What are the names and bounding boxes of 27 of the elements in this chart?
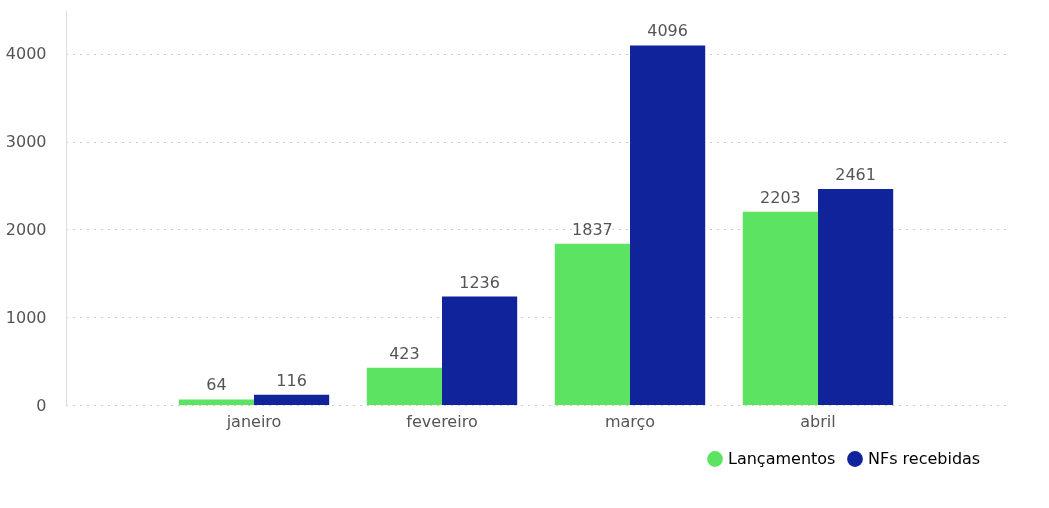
bar [818,188,894,405]
y-tick-label: 4000 [5,44,47,64]
bar [366,367,442,405]
data-label: 423 [389,343,420,363]
legend-label: Lançamentos [728,449,836,468]
y-tick-label: 2000 [5,219,47,239]
data-label: 4096 [647,21,688,41]
x-tick-label: fevereiro [406,411,478,431]
data-label: 2203 [760,187,801,207]
x-tick-label: janeiro [225,411,282,431]
y-tick-label: 3000 [5,132,47,152]
bar [630,45,706,405]
x-tick-label: abril [800,411,836,431]
bar [178,399,254,405]
y-tick-label: 1000 [5,307,47,327]
bar [554,243,630,405]
data-label: 116 [276,370,307,390]
bar [742,211,818,405]
data-label: 2461 [835,164,876,184]
x-tick-label: março [604,411,656,431]
y-tick-label: 0 [36,395,47,415]
data-label: 1236 [459,272,500,292]
data-label: 64 [206,375,227,395]
bar [442,296,518,405]
bar [254,394,330,405]
legend-label: NFs recebidas [868,449,981,468]
data-label: 1837 [572,219,613,239]
